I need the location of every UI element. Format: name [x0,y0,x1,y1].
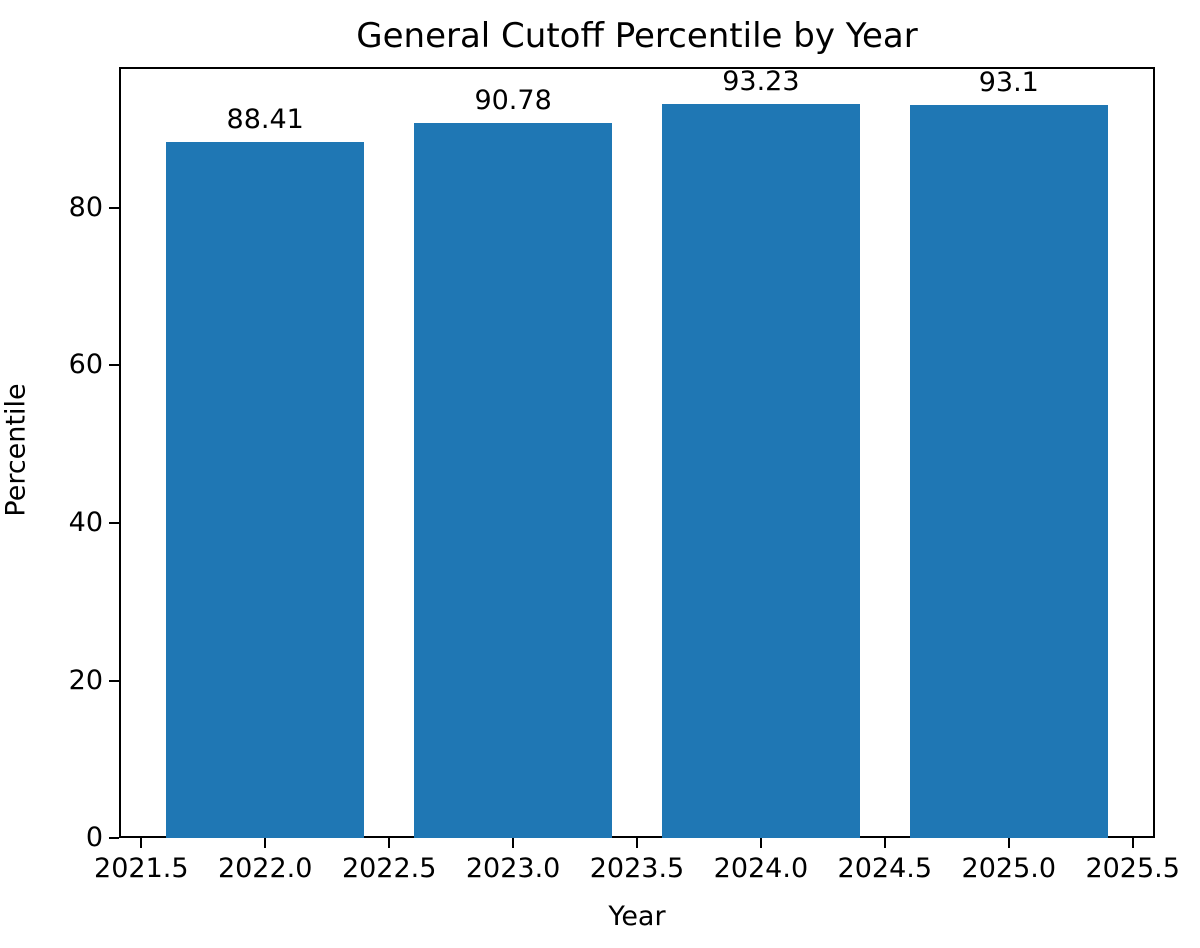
x-axis-tick [140,838,143,848]
bar-value-label: 88.41 [226,103,304,135]
bar [661,103,861,838]
x-axis-tick [1131,838,1134,848]
x-axis-tick [1007,838,1010,848]
bar [413,123,613,838]
y-axis-tick [109,679,119,682]
x-axis-tick [636,838,638,848]
x-axis-tick-label: 2024.0 [713,853,809,884]
x-axis-tick [759,838,762,848]
y-axis-tick-label: 0 [85,822,103,853]
x-axis-tick-label: 2021.5 [94,853,189,884]
chart-title: General Cutoff Percentile by Year [356,16,918,56]
x-axis-tick [388,838,391,848]
y-axis-tick [109,522,119,524]
bar-value-label: 93.1 [978,66,1039,98]
y-axis-label: Percentile [0,383,32,517]
y-axis-tick [109,364,119,367]
y-axis-tick-label: 20 [68,664,103,696]
x-axis-tick-label: 2025.0 [961,853,1057,884]
x-axis-tick [883,838,886,848]
x-axis-tick-label: 2024.5 [837,853,933,884]
x-axis-tick-label: 2025.5 [1085,853,1180,884]
bar [909,104,1108,838]
y-axis-tick [109,206,119,209]
x-axis-label: Year [608,901,666,932]
bar [166,141,365,838]
x-axis-tick [264,838,267,848]
y-axis-tick-label: 40 [68,507,103,538]
bar-value-label: 93.23 [722,65,800,97]
x-axis-tick-label: 2022.5 [341,853,437,884]
x-axis-tick [512,838,515,848]
y-axis-tick [109,837,119,839]
y-axis-tick-label: 80 [68,191,103,223]
x-axis-tick-label: 2023.0 [465,853,561,884]
x-axis-tick-label: 2022.0 [217,853,313,884]
bar-value-label: 90.78 [474,85,552,116]
y-axis-tick-label: 60 [68,349,103,381]
x-axis-tick-label: 2023.5 [589,853,685,884]
